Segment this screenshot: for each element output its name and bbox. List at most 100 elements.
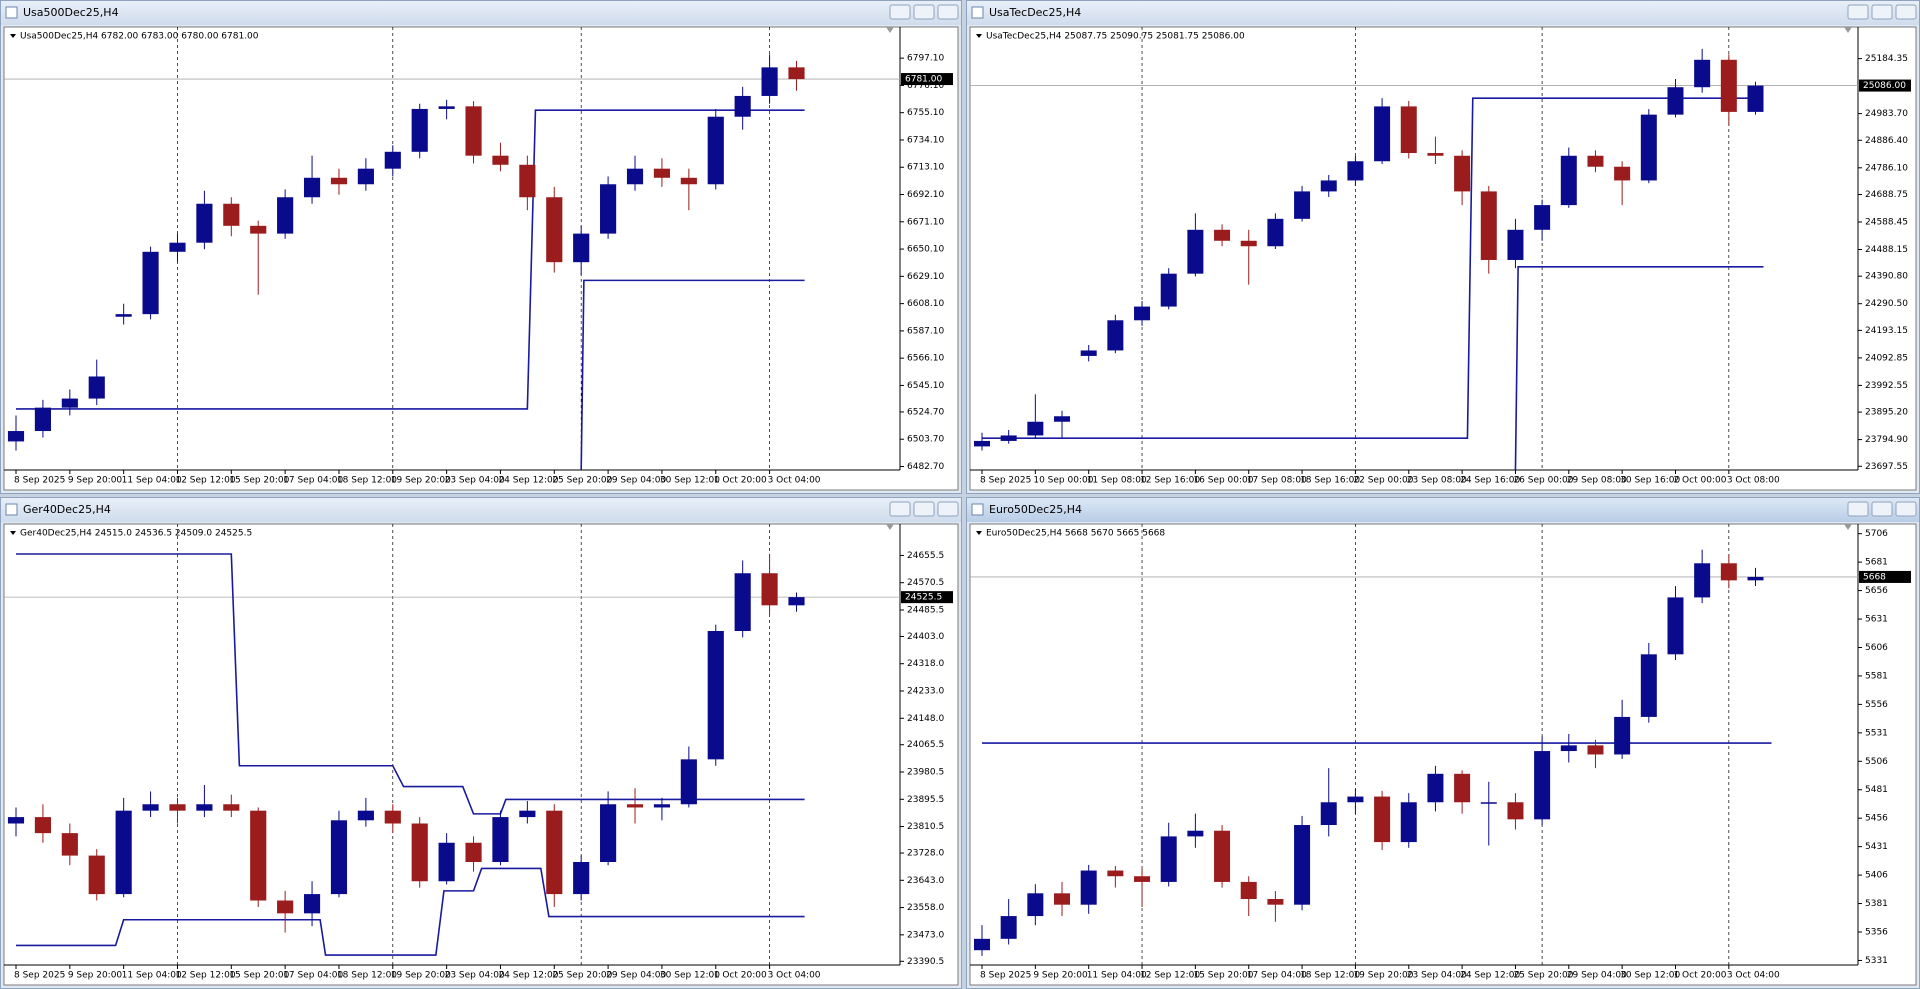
candle-body <box>438 106 455 109</box>
candle-body <box>626 804 644 808</box>
x-tick-label: 30 Sep 12:00 <box>660 476 720 486</box>
title-bar <box>1 1 961 25</box>
minimize-button[interactable] <box>889 4 911 20</box>
x-tick-label: 19 Sep 20:00 <box>391 476 451 486</box>
candle-body <box>1240 881 1257 899</box>
candle-body <box>1294 191 1311 219</box>
window-icon <box>5 503 18 516</box>
y-tick-label: 5631 <box>1865 615 1888 625</box>
y-tick-label: 24488.15 <box>1865 245 1908 255</box>
maximize-button[interactable] <box>913 4 935 20</box>
candle-body <box>465 106 482 156</box>
x-tick-label: 2 Oct 00:00 <box>1673 476 1726 486</box>
y-tick-label: 6524.70 <box>907 407 944 417</box>
candle-body <box>1374 796 1391 843</box>
candle-body <box>1587 745 1604 755</box>
candle-body <box>1134 876 1151 882</box>
close-button[interactable] <box>937 4 959 20</box>
y-tick-label: 5531 <box>1865 728 1888 738</box>
x-tick-label: 11 Sep 04:00 <box>1087 971 1147 981</box>
candle-body <box>1400 802 1417 843</box>
candle-body <box>680 177 697 185</box>
candle-body <box>707 630 724 760</box>
x-tick-label: 22 Sep 00:00 <box>1353 476 1413 486</box>
candle-body <box>465 842 482 863</box>
y-tick-label: 24148.0 <box>907 714 944 724</box>
candle-body <box>1640 114 1657 181</box>
candle-body <box>384 151 401 169</box>
menu-triangle <box>976 34 982 38</box>
candle-body <box>1027 421 1044 436</box>
candle-body <box>1720 563 1737 581</box>
candle-body <box>142 251 159 315</box>
x-tick-label: 24 Sep 12:00 <box>1460 971 1520 981</box>
candle-body <box>1560 155 1577 206</box>
x-tick-label: 19 Sep 20:00 <box>1353 971 1413 981</box>
y-tick-label: 5681 <box>1865 558 1888 568</box>
x-tick-label: 18 Sep 16:00 <box>1300 476 1360 486</box>
candle-body <box>169 242 186 252</box>
close-button[interactable] <box>1895 501 1917 517</box>
chart-area <box>969 523 1917 986</box>
candle-body <box>626 168 644 185</box>
window-title: Euro50Dec25,H4 <box>989 503 1082 516</box>
x-tick-label: 3 Oct 04:00 <box>1727 971 1780 981</box>
y-tick-label: 25184.35 <box>1865 54 1908 64</box>
y-tick-label: 5656 <box>1865 586 1888 596</box>
close-button[interactable] <box>1895 4 1917 20</box>
y-tick-label: 23980.5 <box>907 768 944 778</box>
y-tick-label: 5556 <box>1865 700 1888 710</box>
candle-body <box>250 810 267 901</box>
indicator-line <box>580 279 805 471</box>
x-tick-label: 26 Sep 00:00 <box>1513 476 1573 486</box>
y-tick-label: 24233.0 <box>907 686 944 696</box>
minimize-button[interactable] <box>1847 501 1869 517</box>
candle-body <box>1000 916 1017 939</box>
candle-body <box>1640 654 1657 717</box>
x-tick-label: 17 Sep 08:00 <box>1247 476 1307 486</box>
minimize-button[interactable] <box>889 501 911 517</box>
candle-body <box>61 833 78 856</box>
title-bar <box>1 498 961 522</box>
candle-body <box>1160 273 1177 307</box>
x-tick-label: 24 Sep 16:00 <box>1460 476 1520 486</box>
candle-body <box>1667 87 1684 115</box>
candle-body <box>357 810 374 821</box>
shift-marker <box>1844 524 1852 530</box>
y-tick-label: 24290.50 <box>1865 299 1908 309</box>
minimize-button[interactable] <box>1847 4 1869 20</box>
y-tick-label: 24655.5 <box>907 551 944 561</box>
y-tick-label: 5606 <box>1865 643 1888 653</box>
x-tick-label: 30 Sep 16:00 <box>1620 476 1680 486</box>
x-tick-label: 1 Oct 20:00 <box>1673 971 1726 981</box>
y-tick-label: 24193.15 <box>1865 326 1908 336</box>
candle-body <box>34 817 51 834</box>
x-tick-label: 3 Oct 08:00 <box>1727 476 1780 486</box>
maximize-button[interactable] <box>1871 4 1893 20</box>
candle-body <box>115 810 132 895</box>
candle-body <box>1667 597 1684 655</box>
maximize-button[interactable] <box>1871 501 1893 517</box>
candle-body <box>1427 773 1444 803</box>
window-icon <box>5 6 18 19</box>
x-tick-label: 17 Sep 04:00 <box>283 476 343 486</box>
y-tick-label: 5381 <box>1865 899 1888 909</box>
candle-body <box>653 804 671 808</box>
candle-body <box>546 810 563 895</box>
maximize-button[interactable] <box>913 501 935 517</box>
close-button[interactable] <box>937 501 959 517</box>
x-tick-label: 12 Sep 12:00 <box>175 971 235 981</box>
y-tick-label: 24570.5 <box>907 578 944 588</box>
window-title: UsaTecDec25,H4 <box>989 6 1081 19</box>
menu-triangle <box>10 34 16 38</box>
candle-body <box>734 573 751 631</box>
x-tick-label: 29 Sep 08:00 <box>1567 476 1627 486</box>
y-tick-label: 6566.10 <box>907 354 944 364</box>
y-tick-label: 24092.85 <box>1865 353 1908 363</box>
x-tick-label: 8 Sep 2025 <box>980 971 1031 981</box>
current-price-label: 25086.00 <box>1863 81 1906 91</box>
y-tick-label: 24485.5 <box>907 605 944 615</box>
y-tick-label: 24688.75 <box>1865 190 1908 200</box>
candle-body <box>196 203 213 243</box>
